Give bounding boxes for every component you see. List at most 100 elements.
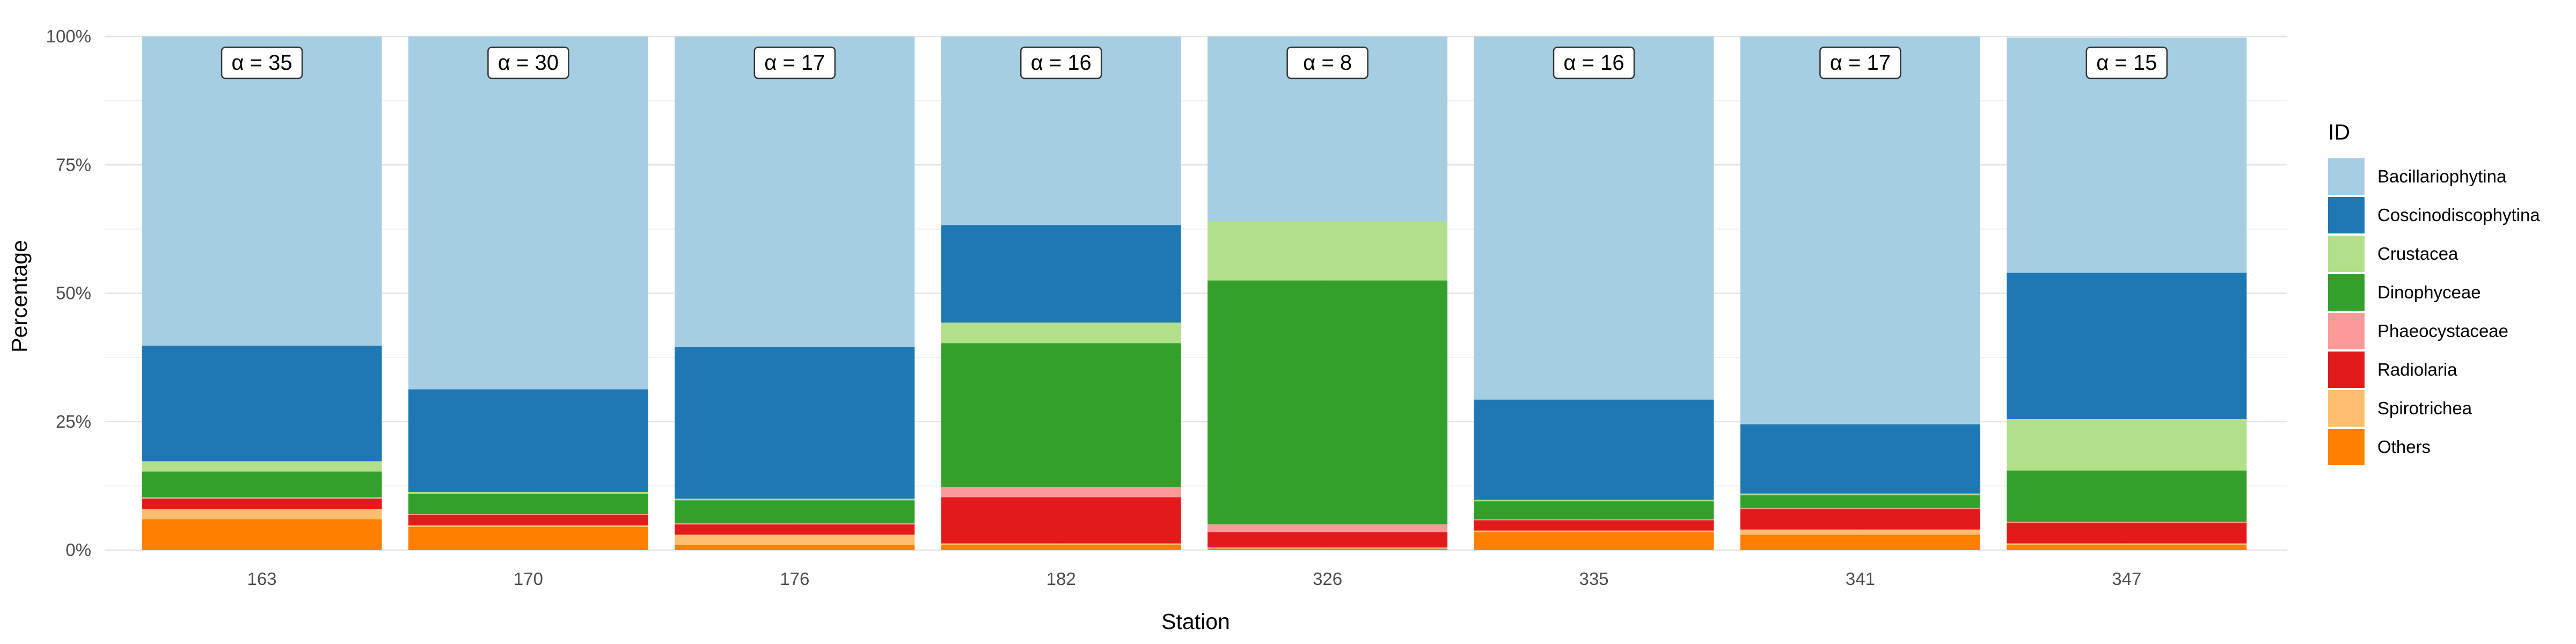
y-tick-label: 50%	[56, 283, 91, 303]
legend-item: Crustacea	[2328, 236, 2458, 272]
bar-segment-spirotrichea	[1208, 547, 1448, 549]
x-axis: 163 170 176 182 326 335 341 347	[247, 569, 2141, 589]
alpha-label-box	[1553, 46, 1635, 79]
bar-segment-radiolaria	[2007, 523, 2247, 544]
legend-label: Phaeocystaceae	[2377, 321, 2508, 341]
y-axis-title: Percentage	[7, 240, 32, 353]
bar-segment-coscinodiscophytina	[941, 225, 1181, 323]
bar-segment-others	[941, 545, 1181, 550]
x-tick-label: 341	[1846, 569, 1875, 589]
bar-segment-phaeocystaceae	[408, 514, 648, 515]
bar-segment-radiolaria	[1740, 509, 1980, 530]
bar-segment-radiolaria	[1474, 520, 1714, 531]
bar-segment-coscinodiscophytina	[142, 346, 382, 462]
bar-segment-crustacea	[2007, 419, 2247, 471]
bar-stack	[142, 36, 382, 550]
legend-label: Crustacea	[2377, 244, 2458, 264]
alpha-label-box	[1819, 46, 1901, 79]
legend-label: Bacillariophytina	[2377, 166, 2507, 186]
x-axis-title: Station	[1161, 609, 1230, 634]
alpha-label-text: α = 17	[764, 51, 825, 75]
alpha-annotation: α = 17	[753, 46, 836, 79]
bar-segment-phaeocystaceae	[941, 487, 1181, 497]
legend-swatch	[2328, 274, 2365, 311]
legend-label: Dinophyceae	[2377, 282, 2481, 302]
bar-segment-crustacea	[1208, 221, 1448, 281]
alpha-label-text: α = 30	[498, 51, 559, 75]
bar-segment-coscinodiscophytina	[2007, 273, 2247, 419]
bar-segment-others	[1740, 535, 1980, 550]
alpha-annotation: α = 15	[2085, 46, 2168, 79]
y-axis: 0% 25% 50% 75% 100%	[46, 26, 91, 560]
bar-segment-others	[1474, 532, 1714, 550]
x-tick-label: 347	[2112, 569, 2141, 589]
bar-stack	[1208, 36, 1448, 550]
legend-item: Spirotrichea	[2328, 390, 2472, 427]
alpha-label-box	[753, 46, 836, 79]
bar-segment-dinophyceae	[142, 471, 382, 497]
bar-segment-coscinodiscophytina	[1740, 424, 1980, 494]
bar-segment-phaeocystaceae	[1208, 524, 1448, 532]
bar-segment-spirotrichea	[1474, 530, 1714, 532]
alpha-annotation: α = 17	[1819, 46, 1901, 79]
legend-swatch	[2328, 236, 2365, 272]
x-tick-label: 326	[1313, 569, 1342, 589]
alpha-label-text: α = 16	[1563, 51, 1624, 75]
bar-segment-coscinodiscophytina	[1474, 399, 1714, 500]
bar-segment-dinophyceae	[941, 343, 1181, 487]
alpha-label-box	[221, 46, 303, 79]
bar-segment-radiolaria	[675, 524, 915, 535]
y-tick-label: 0%	[65, 540, 91, 560]
bar-segment-crustacea	[408, 492, 648, 494]
bar-segment-spirotrichea	[941, 543, 1181, 545]
legend-label: Coscinodiscophytina	[2377, 205, 2540, 225]
bar-segment-bacillariophytina	[1740, 36, 1980, 425]
legend-swatch	[2328, 352, 2365, 388]
alpha-label-text: α = 8	[1303, 51, 1352, 75]
alpha-annotation: α = 35	[221, 46, 303, 79]
legend-label: Radiolaria	[2377, 360, 2457, 379]
alpha-annotation: α = 30	[487, 46, 569, 79]
bar-segment-bacillariophytina	[1474, 36, 1714, 400]
alpha-label-box	[487, 46, 569, 79]
bar-segment-radiolaria	[408, 515, 648, 526]
bar-segment-others	[1208, 548, 1448, 550]
bar-segment-dinophyceae	[2007, 470, 2247, 522]
alpha-label-text: α = 17	[1830, 51, 1891, 75]
x-tick-label: 176	[780, 569, 809, 589]
bar-segment-phaeocystaceae	[2007, 522, 2247, 523]
legend-swatch	[2328, 390, 2365, 427]
bar-stack	[2007, 37, 2247, 550]
bar-stack	[408, 36, 648, 550]
y-tick-label: 25%	[56, 412, 91, 431]
legend-swatch	[2328, 313, 2365, 349]
bar-segment-others	[2007, 545, 2247, 550]
alpha-annotation: α = 16	[1553, 46, 1635, 79]
bar-segment-crustacea	[941, 323, 1181, 343]
bar-segment-bacillariophytina	[408, 36, 648, 390]
bar-segment-crustacea	[675, 499, 915, 501]
alpha-label-text: α = 35	[231, 51, 292, 75]
bar-segment-dinophyceae	[1208, 280, 1448, 525]
bar-segment-crustacea	[1474, 500, 1714, 502]
bar-segment-crustacea	[142, 461, 382, 472]
legend-swatch	[2328, 197, 2365, 233]
legend-label: Others	[2377, 437, 2431, 457]
bar-segment-radiolaria	[941, 497, 1181, 544]
bar-segment-coscinodiscophytina	[675, 347, 915, 499]
legend-item: Dinophyceae	[2328, 274, 2481, 311]
legend-label: Spirotrichea	[2377, 398, 2472, 418]
bar-segment-spirotrichea	[2007, 543, 2247, 545]
bar-segment-bacillariophytina	[142, 36, 382, 346]
bar-segment-dinophyceae	[1740, 495, 1980, 508]
y-tick-label: 75%	[56, 155, 91, 174]
bar-segment-phaeocystaceae	[1740, 508, 1980, 509]
legend-item: Radiolaria	[2328, 352, 2457, 388]
bar-segment-phaeocystaceae	[142, 497, 382, 499]
bar-segment-crustacea	[1740, 493, 1980, 495]
legend: ID Bacillariophytina Coscinodiscophytina C…	[2328, 120, 2540, 465]
y-tick-label: 100%	[46, 26, 91, 46]
bar-segment-others	[408, 526, 648, 550]
bar-segment-spirotrichea	[408, 525, 648, 527]
